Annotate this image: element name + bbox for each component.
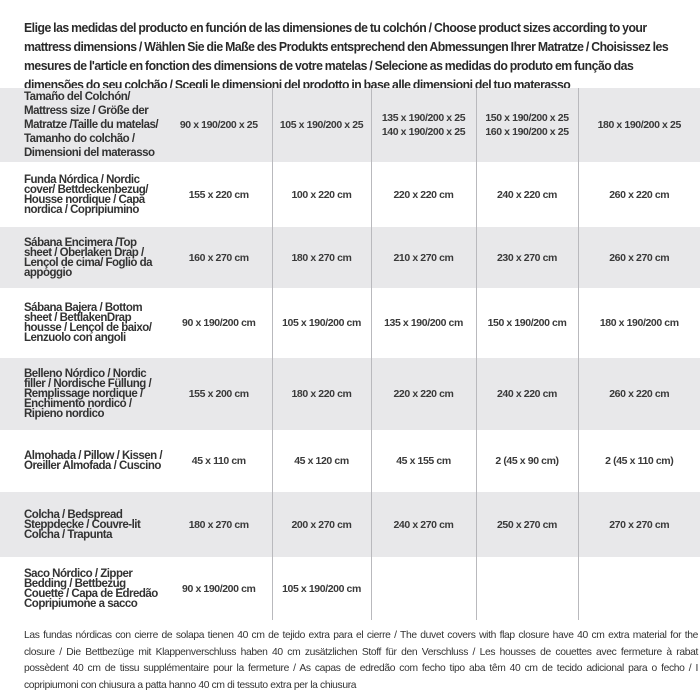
table-row: Saco Nórdico / Zipper Bedding / Bettbezu… — [0, 557, 700, 620]
size-cell: 200 x 270 cm — [271, 492, 371, 557]
mattress-size-value: 105 x 190/200 x 25 — [279, 119, 364, 131]
size-cell: 105 x 190/200 cm — [271, 288, 371, 358]
size-cell — [370, 557, 476, 620]
size-cell: 2 (45 x 90 cm) — [475, 430, 578, 492]
size-cell: 250 x 270 cm — [475, 492, 578, 557]
size-cell: 220 x 220 cm — [370, 358, 476, 430]
size-cell: 135 x 190/200 cm — [370, 288, 476, 358]
product-label: Almohada / Pillow / Kissen / Oreiller Al… — [0, 430, 166, 492]
size-cell: 260 x 220 cm — [577, 358, 700, 430]
size-cell: 160 x 270 cm — [166, 227, 272, 288]
size-cell: 260 x 270 cm — [577, 227, 700, 288]
header-label: Tamaño del Colchón/ Mattress size / Größ… — [0, 88, 166, 162]
table-row: Almohada / Pillow / Kissen / Oreiller Al… — [0, 430, 700, 492]
size-cell: 220 x 220 cm — [370, 162, 476, 227]
mattress-size-value: 140 x 190/200 x 25 — [381, 126, 466, 138]
mattress-size-header: 90 x 190/200 x 25 — [166, 88, 272, 162]
size-cell: 105 x 190/200 cm — [271, 557, 371, 620]
size-cell: 155 x 220 cm — [166, 162, 272, 227]
size-cell: 180 x 220 cm — [271, 358, 371, 430]
size-cell: 180 x 190/200 cm — [577, 288, 700, 358]
size-cell: 45 x 110 cm — [166, 430, 272, 492]
size-cell — [475, 557, 578, 620]
product-label: Belleno Nórdico / Nordic filler / Nordis… — [0, 358, 166, 430]
size-cell: 155 x 200 cm — [166, 358, 272, 430]
size-cell: 240 x 270 cm — [370, 492, 476, 557]
table-row: Sábana Encimera /Top sheet / Oberlaken D… — [0, 227, 700, 288]
size-cell: 45 x 120 cm — [271, 430, 371, 492]
table-row: Colcha / Bedspread Steppdecke / Couvre-l… — [0, 492, 700, 557]
size-cell: 45 x 155 cm — [370, 430, 476, 492]
product-label: Sábana Encimera /Top sheet / Oberlaken D… — [0, 227, 166, 288]
size-cell: 2 (45 x 110 cm) — [577, 430, 700, 492]
header-row: Tamaño del Colchón/ Mattress size / Größ… — [0, 88, 700, 162]
mattress-size-header: 180 x 190/200 x 25 — [577, 88, 700, 162]
table-row: Funda Nórdica / Nordic cover/ Bettdecken… — [0, 162, 700, 227]
product-label: Saco Nórdico / Zipper Bedding / Bettbezu… — [0, 557, 166, 620]
size-cell: 270 x 270 cm — [577, 492, 700, 557]
footnote: Las fundas nórdicas con cierre de solapa… — [24, 630, 698, 691]
size-cell — [577, 557, 700, 620]
size-cell: 150 x 190/200 cm — [475, 288, 578, 358]
size-table: Tamaño del Colchón/ Mattress size / Größ… — [0, 88, 700, 620]
size-cell: 100 x 220 cm — [271, 162, 371, 227]
mattress-size-value: 180 x 190/200 x 25 — [597, 119, 682, 131]
intro-text: Elige las medidas del producto en funció… — [24, 20, 669, 92]
mattress-size-value: 150 x 190/200 x 25 — [485, 112, 569, 124]
table-row: Belleno Nórdico / Nordic filler / Nordis… — [0, 358, 700, 430]
mattress-size-value: 135 x 190/200 x 25 — [381, 112, 466, 124]
size-cell: 230 x 270 cm — [475, 227, 578, 288]
mattress-size-value: 90 x 190/200 x 25 — [179, 119, 258, 131]
mattress-size-header: 105 x 190/200 x 25 — [271, 88, 371, 162]
size-cell: 240 x 220 cm — [475, 358, 578, 430]
table-row: Sábana Bajera / Bottom sheet / Bettlaken… — [0, 288, 700, 358]
size-cell: 90 x 190/200 cm — [166, 557, 272, 620]
mattress-size-header: 135 x 190/200 x 25 140 x 190/200 x 25 — [370, 88, 476, 162]
size-cell: 90 x 190/200 cm — [166, 288, 272, 358]
size-cell: 240 x 220 cm — [475, 162, 578, 227]
product-label: Sábana Bajera / Bottom sheet / Bettlaken… — [0, 288, 166, 358]
product-label: Colcha / Bedspread Steppdecke / Couvre-l… — [0, 492, 166, 557]
size-cell: 210 x 270 cm — [370, 227, 476, 288]
size-cell: 260 x 220 cm — [577, 162, 700, 227]
mattress-size-value: 160 x 190/200 x 25 — [485, 126, 569, 138]
size-cell: 180 x 270 cm — [166, 492, 272, 557]
size-cell: 180 x 270 cm — [271, 227, 371, 288]
mattress-size-header: 150 x 190/200 x 25 160 x 190/200 x 25 — [475, 88, 578, 162]
product-label: Funda Nórdica / Nordic cover/ Bettdecken… — [0, 162, 166, 227]
